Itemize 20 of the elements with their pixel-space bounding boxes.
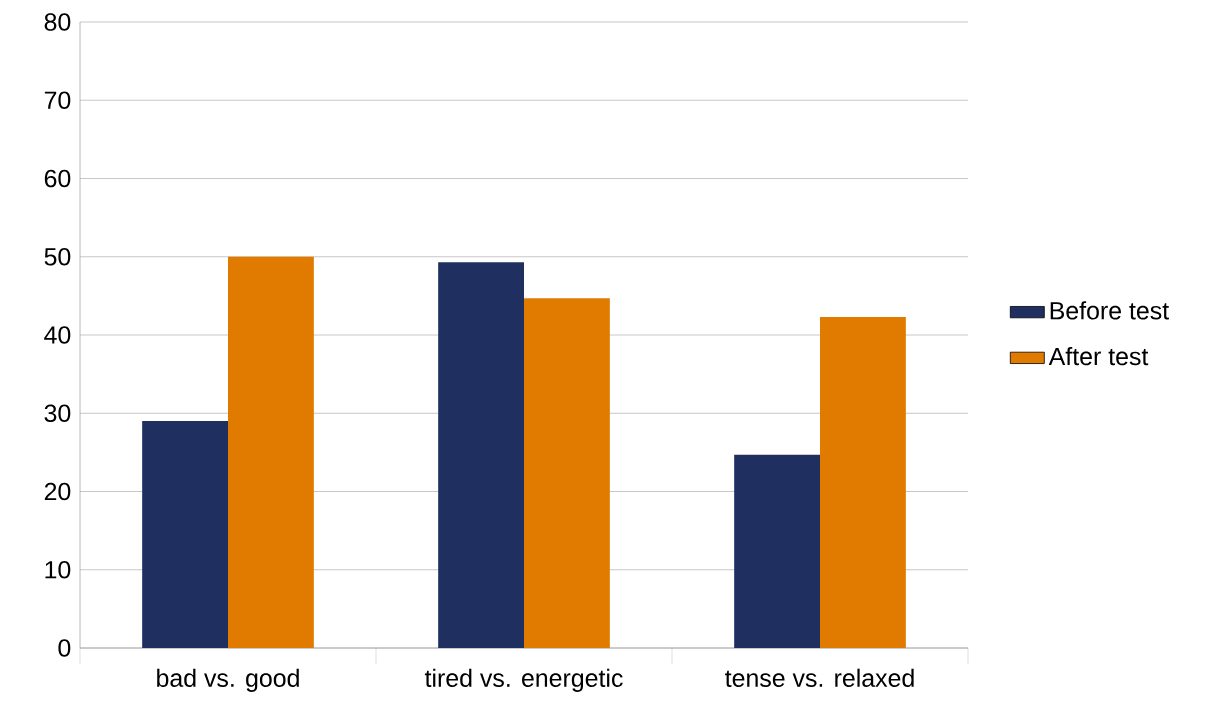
y-tick-label: 70 — [44, 91, 71, 110]
y-tick-label: 80 — [44, 13, 71, 31]
bar — [820, 317, 906, 648]
x-tick-label: tense vs. relaxed — [725, 668, 914, 687]
legend-label: After test — [1048, 346, 1149, 366]
y-tick-label: 60 — [44, 169, 71, 188]
bar — [734, 454, 821, 648]
y-tick-label: 50 — [44, 247, 71, 266]
x-tick-label: bad vs. good — [157, 668, 299, 692]
y-tick-label: 0 — [58, 639, 71, 657]
y-tick-label: 30 — [44, 404, 71, 423]
bar — [438, 262, 525, 648]
y-tick-label: 40 — [44, 326, 71, 344]
bar — [228, 256, 314, 648]
y-tick-label: 20 — [44, 482, 71, 501]
bar — [524, 298, 610, 648]
legend-label: Before test — [1050, 301, 1169, 320]
bar — [142, 421, 228, 648]
y-tick-label: 10 — [45, 560, 71, 579]
x-tick-label: tired vs. energetic — [424, 668, 623, 692]
